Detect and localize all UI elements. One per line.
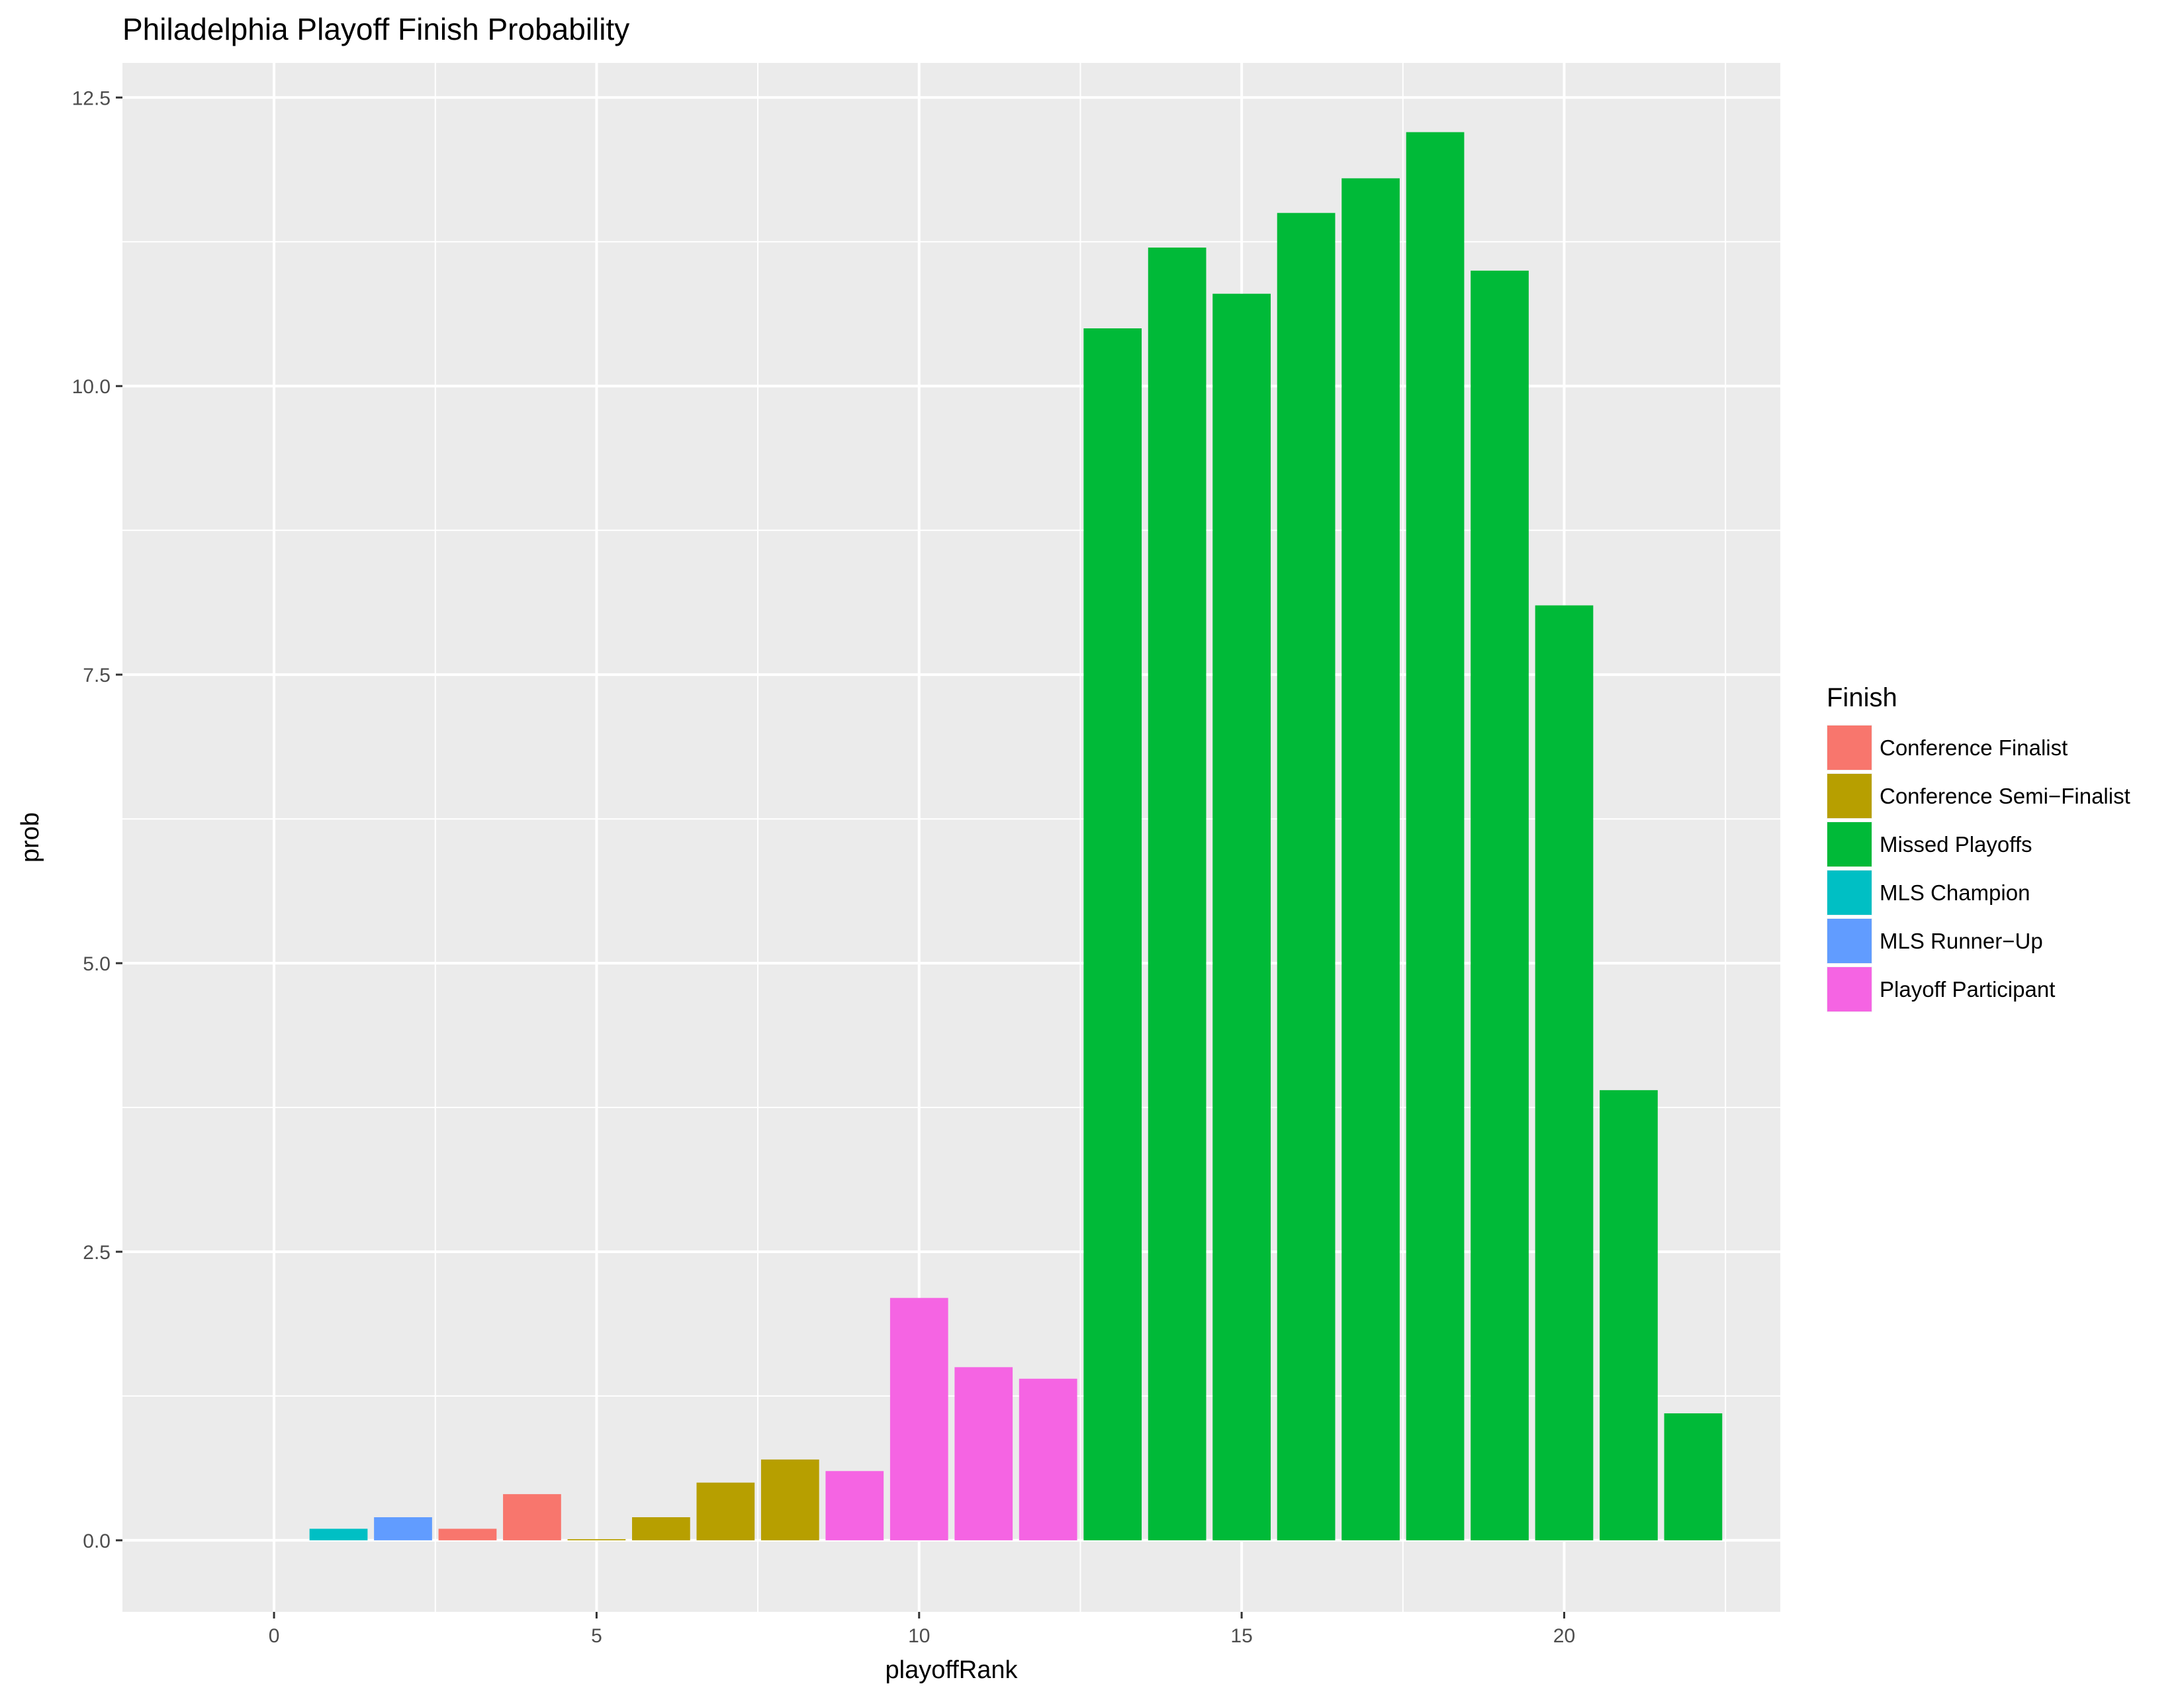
bar [374,1517,432,1540]
bar [503,1494,561,1540]
x-tick-label: 15 [1230,1625,1252,1647]
bar [1471,270,1529,1540]
bar [1212,293,1271,1540]
legend-label: Conference Finalist [1880,735,2068,760]
legend-key [1827,870,1872,915]
bar [760,1459,819,1540]
bar [1148,247,1206,1540]
bars [309,132,1723,1540]
legend-label: Conference Semi−Finalist [1880,784,2130,808]
x-tick-label: 10 [908,1625,930,1647]
legend-key [1827,822,1872,867]
bar [1083,328,1142,1540]
bar [1019,1378,1077,1540]
bar [696,1482,755,1540]
bar [438,1528,497,1540]
bar [1277,212,1336,1540]
legend-title: Finish [1827,683,1897,712]
x-axis: 0 5 10 15 20 [269,1612,1575,1647]
legend: Finish Conference Finalist Conference Sem… [1827,683,2130,1012]
bar [1342,178,1400,1540]
y-tick-label: 10.0 [72,376,111,398]
x-tick-label: 0 [269,1625,280,1647]
bar [632,1517,690,1540]
legend-key [1827,774,1872,818]
y-tick-label: 7.5 [83,665,111,686]
legend-key [1827,967,1872,1011]
y-tick-label: 12.5 [72,87,111,109]
legend-entries: Conference Finalist Conference Semi−Final… [1827,725,2130,1012]
bar [1535,605,1594,1540]
bar [1406,132,1465,1540]
y-tick-label: 2.5 [83,1242,111,1264]
bar [309,1528,368,1540]
legend-label: MLS Runner−Up [1880,929,2043,953]
y-axis-title: prob [17,812,44,863]
y-tick-label: 0.0 [83,1530,111,1552]
bar [954,1367,1013,1540]
legend-key [1827,726,1872,770]
x-tick-label: 5 [591,1625,602,1647]
x-axis-title: playoffRank [886,1656,1019,1684]
bar [567,1539,626,1540]
legend-label: Missed Playoffs [1880,832,2032,857]
bar [889,1297,948,1540]
y-tick-label: 5.0 [83,953,111,975]
legend-label: MLS Champion [1880,880,2030,905]
bar [1600,1090,1658,1540]
plot-panel [122,63,1780,1612]
bar [1664,1413,1723,1540]
x-tick-label: 20 [1553,1625,1575,1647]
legend-key [1827,919,1872,963]
chart-title: Philadelphia Playoff Finish Probability [122,12,629,46]
grid-minor [122,63,1780,1612]
legend-label: Playoff Participant [1880,977,2055,1002]
y-axis: 0.0 2.5 5.0 7.5 10.0 12.5 [72,87,122,1552]
bar [825,1471,884,1540]
